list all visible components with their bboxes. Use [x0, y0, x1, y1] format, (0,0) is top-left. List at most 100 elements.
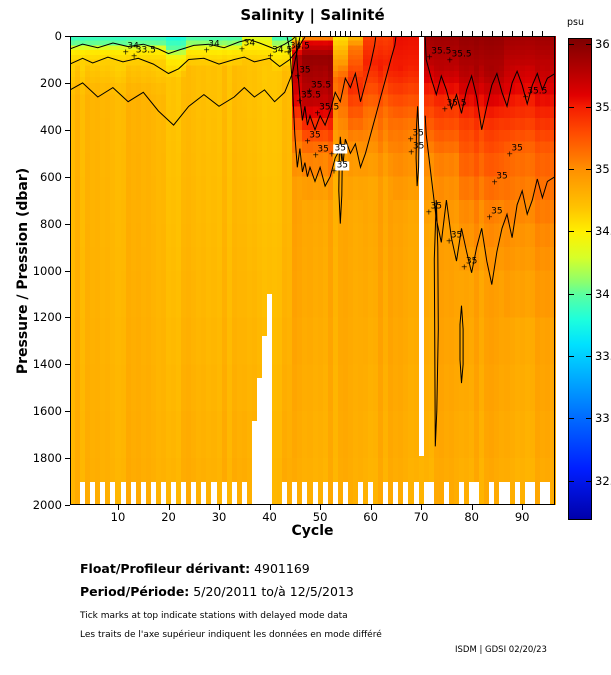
float-id-value: 4901169 — [254, 561, 310, 576]
contour-label-marker: + — [306, 86, 313, 96]
heatmap-plot-area: 34 +33.5 +34 +34 +34.5 +34.5 +35 +35.5 +35.5 +35.… — [70, 36, 556, 505]
heatmap-column — [373, 36, 379, 505]
contour-label: 35 + — [304, 130, 321, 146]
float-id-line: Float/Profileur dérivant: 4901169 — [80, 562, 310, 575]
x-axis-tick — [471, 505, 473, 510]
heatmap-column — [474, 36, 480, 505]
heatmap-column — [312, 36, 319, 505]
missing-data-region — [443, 481, 449, 505]
contour-line-35.5 — [295, 37, 377, 132]
delayed-mode-tick — [512, 31, 514, 36]
colorbar-tick — [569, 168, 574, 170]
contour-label-marker: + — [407, 147, 415, 157]
delayed-mode-tick — [421, 31, 423, 36]
contour-line-35 — [433, 200, 439, 447]
missing-data-region — [191, 481, 197, 505]
colorbar-tick — [569, 293, 574, 295]
heatmap-column — [160, 36, 167, 505]
heatmap-column — [135, 36, 142, 505]
y-axis-tick — [65, 317, 70, 319]
colorbar-tick — [569, 418, 574, 420]
missing-data-region — [322, 481, 328, 505]
y-axis-tick — [65, 82, 70, 84]
missing-data-region — [413, 481, 419, 505]
colorbar-tick-label: 34.5 — [595, 224, 611, 239]
contour-label: 35.5 + — [441, 98, 467, 114]
contour-label-marker: + — [312, 150, 320, 160]
contour-label-marker: + — [238, 44, 246, 53]
heatmap-column — [155, 36, 162, 505]
x-axis-tick — [421, 505, 423, 510]
contour-label: 33.5 + — [130, 45, 156, 61]
heatmap-column — [544, 36, 551, 505]
colorbar-tick-label: 33 — [595, 411, 610, 426]
delayed-mode-tick — [491, 31, 493, 36]
heatmap-column — [388, 36, 394, 505]
heatmap-column — [100, 36, 106, 505]
heatmap-column — [211, 36, 218, 505]
x-axis-tick-label: 30 — [211, 510, 227, 524]
missing-data-region — [80, 481, 86, 505]
missing-data-region — [241, 481, 247, 505]
period-value: 5/20/2011 to/à 12/5/2013 — [193, 584, 354, 599]
heatmap-column — [272, 36, 278, 505]
contour-line-34 — [70, 36, 306, 75]
heatmap-column — [428, 36, 435, 505]
x-axis-tick-label: 10 — [110, 510, 126, 524]
y-axis-tick-label: 1200 — [32, 310, 62, 325]
y-axis-tick — [65, 458, 70, 460]
heatmap-column — [261, 36, 268, 505]
contour-label-marker: + — [284, 47, 292, 57]
missing-data-region — [181, 481, 187, 505]
contour-label-marker: + — [130, 51, 138, 61]
missing-data-region — [110, 481, 116, 505]
y-axis-tick-label: 800 — [40, 216, 62, 231]
heatmap-column — [165, 36, 172, 505]
heatmap-column — [282, 36, 288, 505]
y-axis-tick — [65, 270, 70, 272]
contour-label: 35 + — [294, 65, 311, 81]
heatmap-column — [479, 36, 485, 505]
x-axis-tick-label: 60 — [363, 510, 378, 524]
heatmap-column — [191, 36, 197, 505]
x-axis-tick — [370, 505, 372, 510]
y-axis-tick — [65, 36, 70, 37]
contour-label-marker: + — [122, 47, 130, 57]
contour-label-marker: + — [441, 104, 449, 114]
agency-credit: ISDM | GDSI 02/20/23 — [455, 645, 547, 655]
missing-data-region — [342, 481, 348, 505]
heatmap-column — [363, 36, 369, 505]
heatmap-column — [398, 36, 405, 505]
missing-data-region — [403, 481, 409, 505]
missing-data-region — [171, 481, 177, 505]
heatmap-column — [216, 36, 223, 505]
contour-label-marker: + — [294, 71, 301, 81]
missing-data-region — [383, 481, 389, 505]
heatmap-column — [499, 36, 506, 505]
colorbar-tick — [569, 480, 574, 482]
contour-label-marker: + — [506, 149, 514, 159]
delayed-mode-tick — [431, 31, 433, 36]
heatmap-column — [85, 36, 91, 505]
colorbar-tick — [569, 44, 574, 46]
contour-label: 35 + — [491, 171, 508, 187]
missing-data-region — [393, 481, 399, 505]
contour-label-marker: + — [491, 177, 498, 187]
y-axis-tick — [65, 411, 70, 413]
missing-data-region — [150, 481, 156, 505]
heatmap-column — [231, 36, 238, 505]
contour-label-marker: + — [330, 166, 338, 176]
heatmap-column — [549, 36, 556, 505]
contour-label: 34 + — [203, 39, 220, 55]
heatmap-column — [120, 36, 127, 505]
heatmap-column — [378, 36, 384, 505]
heatmap-column — [267, 36, 273, 505]
heatmap-column — [80, 36, 86, 505]
missing-data-region — [282, 481, 288, 505]
heatmap-column — [105, 36, 111, 505]
heatmap-column — [519, 36, 526, 505]
heatmap-column — [307, 36, 314, 505]
delayed-mode-tick — [390, 31, 392, 36]
colorbar-tick-label: 36 — [595, 37, 610, 52]
